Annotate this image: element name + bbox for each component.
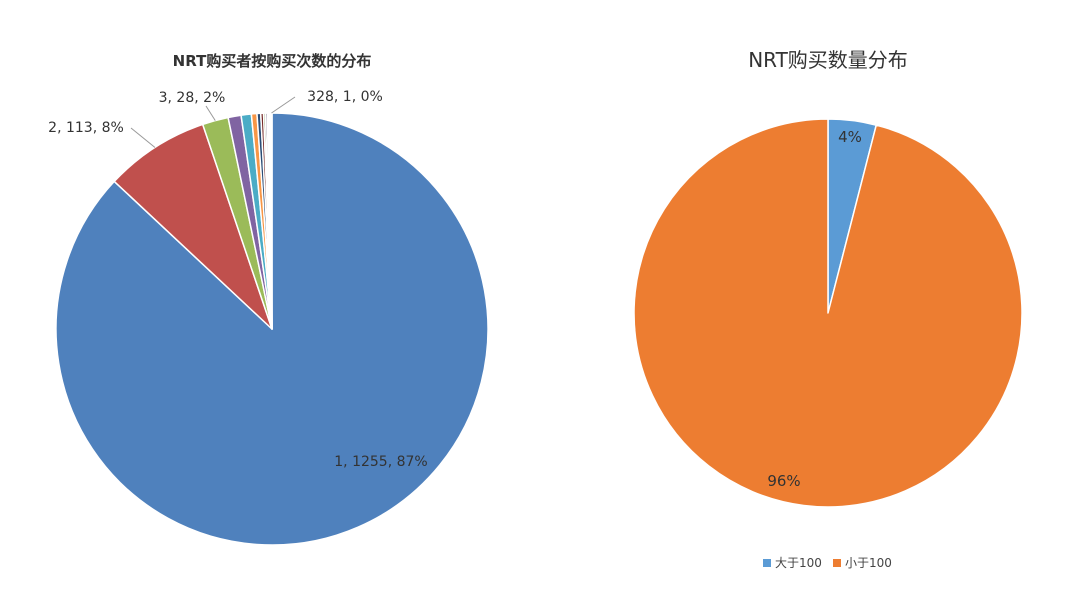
right-chart-title: NRT购买数量分布: [748, 48, 908, 72]
left-data-label-1: 2, 113, 8%: [48, 120, 124, 136]
left-pie-chart: NRT购买者按购买次数的分布 1, 1255, 87% 2, 113, 8% 3, …: [48, 52, 489, 546]
left-leader-lines: [130, 96, 296, 148]
right-legend: 大于100 小于100: [763, 556, 892, 570]
right-data-labels: 4% 96%: [767, 128, 862, 490]
left-chart-title: NRT购买者按购买次数的分布: [173, 52, 372, 70]
right-pie-chart: NRT购买数量分布 4% 96% 大于100 小于100: [633, 48, 1023, 570]
right-pie-slices: [633, 118, 1023, 508]
right-data-label-0: 4%: [838, 128, 862, 146]
left-pie-slice-1: [113, 123, 273, 330]
legend-swatch-less-100: [833, 559, 841, 567]
left-leader-line-14: [271, 96, 296, 114]
legend-label-less-100: 小于100: [845, 556, 892, 570]
legend-swatch-greater-100: [763, 559, 771, 567]
left-data-labels: 1, 1255, 87% 2, 113, 8% 3, 28, 2% 328, 1, 0…: [48, 89, 428, 470]
left-pie-slice-14: [270, 112, 273, 330]
right-data-label-1: 96%: [767, 472, 800, 490]
left-data-label-0: 1, 1255, 87%: [334, 454, 427, 470]
left-leader-line-1: [130, 127, 156, 148]
right-pie-slice-1: [633, 118, 1023, 508]
left-data-label-2: 3, 28, 2%: [159, 90, 226, 106]
left-data-label-14: 328, 1, 0%: [307, 89, 383, 105]
left-pie-slices: [55, 112, 489, 546]
left-leader-line-2: [205, 105, 216, 121]
legend-label-greater-100: 大于100: [775, 556, 822, 570]
